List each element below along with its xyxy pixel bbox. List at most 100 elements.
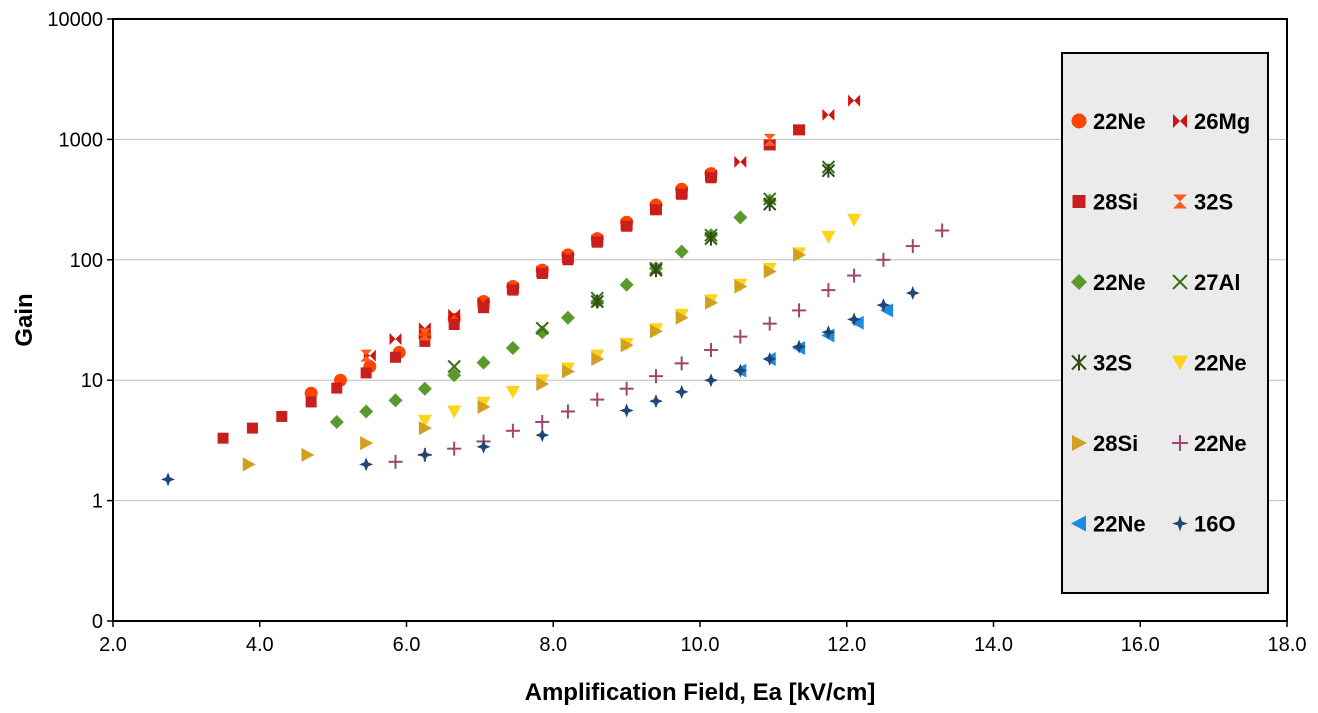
data-point bbox=[276, 410, 288, 422]
data-point bbox=[417, 414, 432, 428]
y-tick-label: 1000 bbox=[59, 129, 104, 151]
x-tick-label: 18.0 bbox=[1268, 634, 1307, 656]
data-point bbox=[217, 432, 229, 444]
data-point bbox=[536, 267, 548, 279]
legend-marker bbox=[1173, 194, 1187, 209]
data-point bbox=[591, 351, 605, 366]
data-point bbox=[389, 332, 402, 345]
data-point bbox=[560, 404, 575, 419]
data-point bbox=[763, 133, 776, 146]
data-point bbox=[476, 439, 491, 454]
data-point bbox=[821, 283, 836, 298]
legend-entry: 16O bbox=[1172, 512, 1236, 537]
data-markers bbox=[161, 94, 950, 487]
legend-label: 26Mg bbox=[1194, 109, 1250, 134]
data-point bbox=[476, 355, 491, 370]
data-point bbox=[447, 441, 462, 456]
data-point bbox=[705, 172, 717, 184]
data-point bbox=[763, 264, 777, 279]
data-point bbox=[876, 252, 891, 267]
legend-entry: 22Ne bbox=[1071, 512, 1146, 537]
data-point bbox=[360, 436, 374, 451]
legend-label: 27Al bbox=[1194, 270, 1240, 295]
data-point bbox=[507, 284, 519, 296]
data-point bbox=[418, 328, 431, 341]
data-point bbox=[792, 303, 807, 318]
data-point bbox=[649, 324, 663, 339]
data-point bbox=[418, 322, 431, 335]
data-point bbox=[821, 230, 836, 244]
data-point bbox=[704, 373, 719, 388]
data-point bbox=[389, 351, 401, 363]
data-point bbox=[448, 308, 461, 321]
data-point bbox=[847, 312, 862, 327]
data-point bbox=[620, 338, 634, 353]
data-point bbox=[619, 403, 634, 418]
data-point bbox=[301, 447, 315, 462]
data-point bbox=[447, 359, 461, 374]
y-tick-label: 10 bbox=[81, 370, 103, 392]
data-point bbox=[762, 351, 777, 366]
data-point bbox=[535, 428, 550, 443]
data-point bbox=[649, 263, 663, 278]
data-point bbox=[821, 325, 836, 340]
data-point bbox=[161, 472, 176, 487]
data-point bbox=[505, 423, 520, 438]
legend-label: 22Ne bbox=[1194, 431, 1247, 456]
data-point bbox=[733, 363, 748, 378]
legend-entry: 22Ne bbox=[1172, 431, 1247, 456]
data-point bbox=[505, 385, 520, 399]
x-axis-ticks: 2.0 4.0 6.0 8.0 10.0 12.0 14.0 16.0 18.0 bbox=[99, 621, 1306, 656]
legend-marker bbox=[1173, 114, 1187, 128]
legend-marker bbox=[1071, 274, 1087, 290]
data-point bbox=[590, 392, 605, 407]
series-8 bbox=[242, 247, 807, 472]
series-0 bbox=[304, 167, 718, 400]
legend-marker bbox=[1172, 355, 1188, 371]
data-point bbox=[329, 414, 344, 429]
data-point bbox=[447, 405, 462, 419]
legend-entry: 32S bbox=[1071, 351, 1132, 376]
data-point bbox=[562, 254, 574, 266]
data-point bbox=[359, 457, 374, 472]
x-tick-label: 4.0 bbox=[246, 634, 274, 656]
legend-entry: 22Ne bbox=[1071, 109, 1146, 134]
data-point bbox=[447, 368, 462, 383]
data-point bbox=[591, 236, 603, 248]
data-point bbox=[793, 247, 807, 262]
y-tick-label: 1 bbox=[92, 491, 103, 513]
data-point bbox=[417, 381, 432, 396]
data-point bbox=[762, 316, 777, 331]
legend-label: 22Ne bbox=[1093, 270, 1146, 295]
data-point bbox=[880, 303, 894, 318]
series-1 bbox=[363, 94, 861, 362]
data-point bbox=[560, 310, 575, 325]
legend-marker bbox=[1071, 113, 1087, 129]
data-point bbox=[674, 244, 689, 259]
legend-entry: 26Mg bbox=[1173, 109, 1250, 134]
legend-marker bbox=[1072, 195, 1086, 208]
data-point bbox=[762, 197, 777, 212]
legend: 22Ne 26Mg 28Si 32S 22Ne 27Al 32S 22Ne 28Si 22Ne 22… bbox=[1061, 52, 1269, 594]
series-11 bbox=[161, 285, 920, 487]
data-point bbox=[650, 204, 662, 216]
data-point bbox=[648, 369, 663, 384]
data-point bbox=[704, 231, 718, 246]
series-6 bbox=[590, 163, 836, 309]
y-axis-ticks: 0 1 10 100 1000 10000 bbox=[47, 9, 113, 633]
series-5 bbox=[447, 160, 836, 374]
data-point bbox=[388, 454, 403, 469]
legend-entry: 28Si bbox=[1072, 431, 1138, 456]
data-point bbox=[561, 364, 575, 379]
data-point bbox=[388, 393, 403, 408]
x-tick-label: 14.0 bbox=[974, 634, 1013, 656]
legend-label: 32S bbox=[1194, 190, 1233, 215]
y-tick-label: 0 bbox=[92, 611, 103, 633]
data-point bbox=[448, 319, 460, 331]
data-point bbox=[674, 356, 689, 371]
legend-entry: 27Al bbox=[1172, 270, 1240, 295]
legend-marker bbox=[1172, 435, 1188, 451]
data-point bbox=[536, 376, 550, 391]
